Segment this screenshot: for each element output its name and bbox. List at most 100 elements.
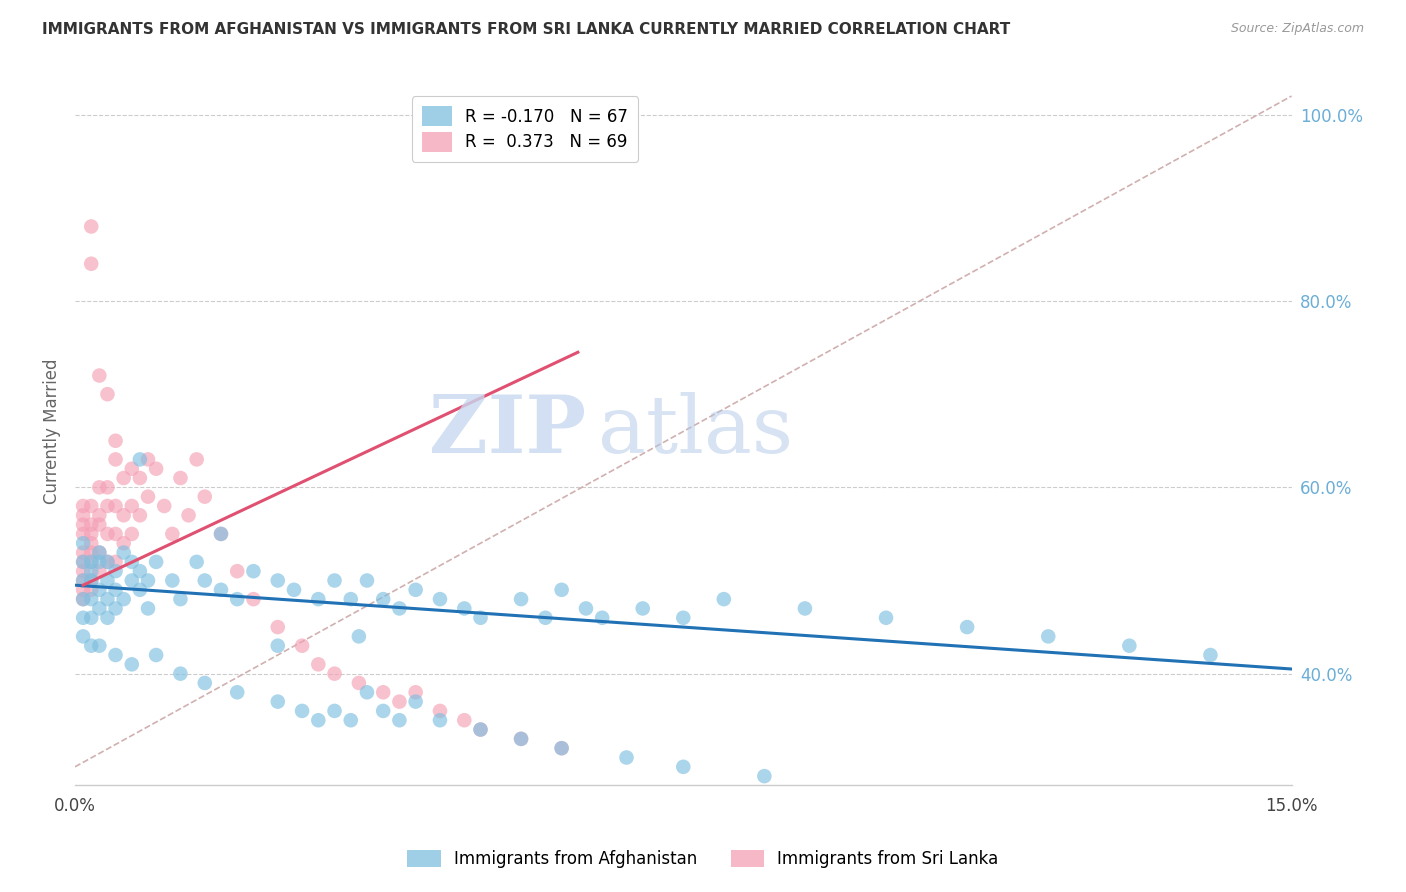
Point xyxy=(121,527,143,541)
Point xyxy=(96,527,118,541)
Point xyxy=(128,582,150,597)
Point xyxy=(186,452,208,467)
Point xyxy=(453,713,475,727)
Point xyxy=(89,601,111,615)
Point xyxy=(510,731,533,746)
Point xyxy=(347,676,370,690)
Point xyxy=(1118,639,1140,653)
Point xyxy=(875,611,897,625)
Point xyxy=(242,564,264,578)
Point xyxy=(104,499,127,513)
Point xyxy=(956,620,979,634)
Point xyxy=(405,582,427,597)
Point xyxy=(591,611,613,625)
Point xyxy=(145,648,167,662)
Point xyxy=(72,555,94,569)
Point xyxy=(89,555,111,569)
Point xyxy=(550,741,572,756)
Point xyxy=(121,555,143,569)
Point xyxy=(104,452,127,467)
Point xyxy=(713,592,735,607)
Point xyxy=(672,611,695,625)
Point xyxy=(373,592,395,607)
Point xyxy=(89,564,111,578)
Point xyxy=(89,639,111,653)
Point xyxy=(226,685,249,699)
Legend: Immigrants from Afghanistan, Immigrants from Sri Lanka: Immigrants from Afghanistan, Immigrants … xyxy=(401,843,1005,875)
Point xyxy=(80,564,103,578)
Point xyxy=(112,536,135,550)
Point xyxy=(267,574,290,588)
Text: atlas: atlas xyxy=(598,392,793,470)
Point xyxy=(429,704,451,718)
Point xyxy=(104,582,127,597)
Point xyxy=(307,592,329,607)
Point xyxy=(104,601,127,615)
Point xyxy=(96,387,118,401)
Point xyxy=(267,639,290,653)
Point xyxy=(128,508,150,523)
Point xyxy=(72,517,94,532)
Point xyxy=(388,695,411,709)
Point xyxy=(104,564,127,578)
Point xyxy=(89,545,111,559)
Point xyxy=(89,545,111,559)
Point xyxy=(307,657,329,672)
Point xyxy=(72,582,94,597)
Point xyxy=(72,574,94,588)
Point xyxy=(388,713,411,727)
Point xyxy=(267,620,290,634)
Point xyxy=(136,601,159,615)
Point xyxy=(405,685,427,699)
Legend: R = -0.170   N = 67, R =  0.373   N = 69: R = -0.170 N = 67, R = 0.373 N = 69 xyxy=(412,96,638,161)
Point xyxy=(209,527,232,541)
Point xyxy=(121,657,143,672)
Point xyxy=(162,527,184,541)
Point xyxy=(104,648,127,662)
Point xyxy=(672,760,695,774)
Point xyxy=(186,555,208,569)
Point xyxy=(128,471,150,485)
Point xyxy=(267,695,290,709)
Point xyxy=(162,574,184,588)
Point xyxy=(80,219,103,234)
Point xyxy=(128,564,150,578)
Point xyxy=(169,666,191,681)
Point xyxy=(72,508,94,523)
Point xyxy=(1199,648,1222,662)
Point xyxy=(356,685,378,699)
Point xyxy=(80,639,103,653)
Point xyxy=(104,434,127,448)
Point xyxy=(373,685,395,699)
Point xyxy=(194,574,217,588)
Point xyxy=(575,601,598,615)
Point xyxy=(226,564,249,578)
Point xyxy=(89,480,111,494)
Point xyxy=(754,769,776,783)
Point xyxy=(80,555,103,569)
Point xyxy=(291,704,314,718)
Text: IMMIGRANTS FROM AFGHANISTAN VS IMMIGRANTS FROM SRI LANKA CURRENTLY MARRIED CORRE: IMMIGRANTS FROM AFGHANISTAN VS IMMIGRANT… xyxy=(42,22,1011,37)
Point xyxy=(145,461,167,475)
Point xyxy=(291,639,314,653)
Point xyxy=(510,592,533,607)
Point xyxy=(72,611,94,625)
Point xyxy=(339,713,361,727)
Point xyxy=(96,574,118,588)
Point xyxy=(72,545,94,559)
Point xyxy=(209,527,232,541)
Point xyxy=(136,574,159,588)
Point xyxy=(72,536,94,550)
Point xyxy=(72,574,94,588)
Point xyxy=(80,574,103,588)
Point xyxy=(72,499,94,513)
Point xyxy=(80,574,103,588)
Point xyxy=(104,527,127,541)
Point xyxy=(356,574,378,588)
Point xyxy=(136,452,159,467)
Point xyxy=(80,611,103,625)
Point xyxy=(510,731,533,746)
Point xyxy=(80,499,103,513)
Point xyxy=(550,741,572,756)
Point xyxy=(616,750,638,764)
